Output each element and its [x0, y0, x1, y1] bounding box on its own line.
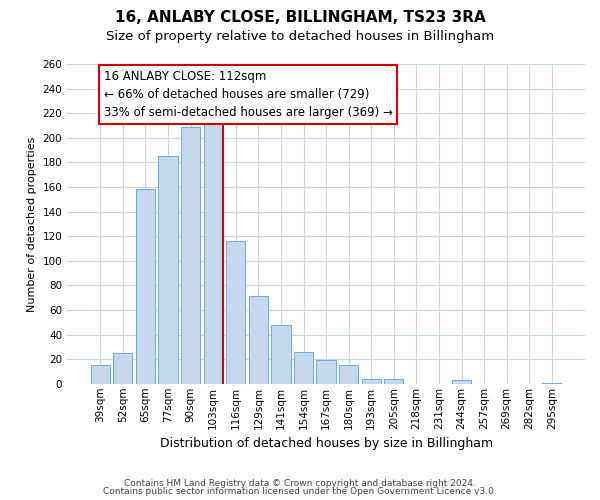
Text: Contains HM Land Registry data © Crown copyright and database right 2024.: Contains HM Land Registry data © Crown c…	[124, 478, 476, 488]
Bar	[181, 126, 200, 384]
Bar	[542, 382, 562, 384]
Text: Contains public sector information licensed under the Open Government Licence v3: Contains public sector information licen…	[103, 487, 497, 496]
Bar	[203, 120, 223, 384]
Text: Size of property relative to detached houses in Billingham: Size of property relative to detached ho…	[106, 30, 494, 43]
Bar	[113, 353, 133, 384]
Bar	[91, 366, 110, 384]
Bar	[339, 366, 358, 384]
Bar	[226, 241, 245, 384]
Text: 16, ANLABY CLOSE, BILLINGHAM, TS23 3RA: 16, ANLABY CLOSE, BILLINGHAM, TS23 3RA	[115, 10, 485, 25]
Bar	[249, 296, 268, 384]
Bar	[271, 324, 290, 384]
Bar	[316, 360, 335, 384]
Bar	[362, 379, 381, 384]
Bar	[158, 156, 178, 384]
Bar	[384, 379, 403, 384]
Bar	[136, 190, 155, 384]
Y-axis label: Number of detached properties: Number of detached properties	[27, 136, 37, 312]
X-axis label: Distribution of detached houses by size in Billingham: Distribution of detached houses by size …	[160, 437, 493, 450]
Bar	[294, 352, 313, 384]
Text: 16 ANLABY CLOSE: 112sqm
← 66% of detached houses are smaller (729)
33% of semi-d: 16 ANLABY CLOSE: 112sqm ← 66% of detache…	[104, 70, 392, 119]
Bar	[452, 380, 471, 384]
